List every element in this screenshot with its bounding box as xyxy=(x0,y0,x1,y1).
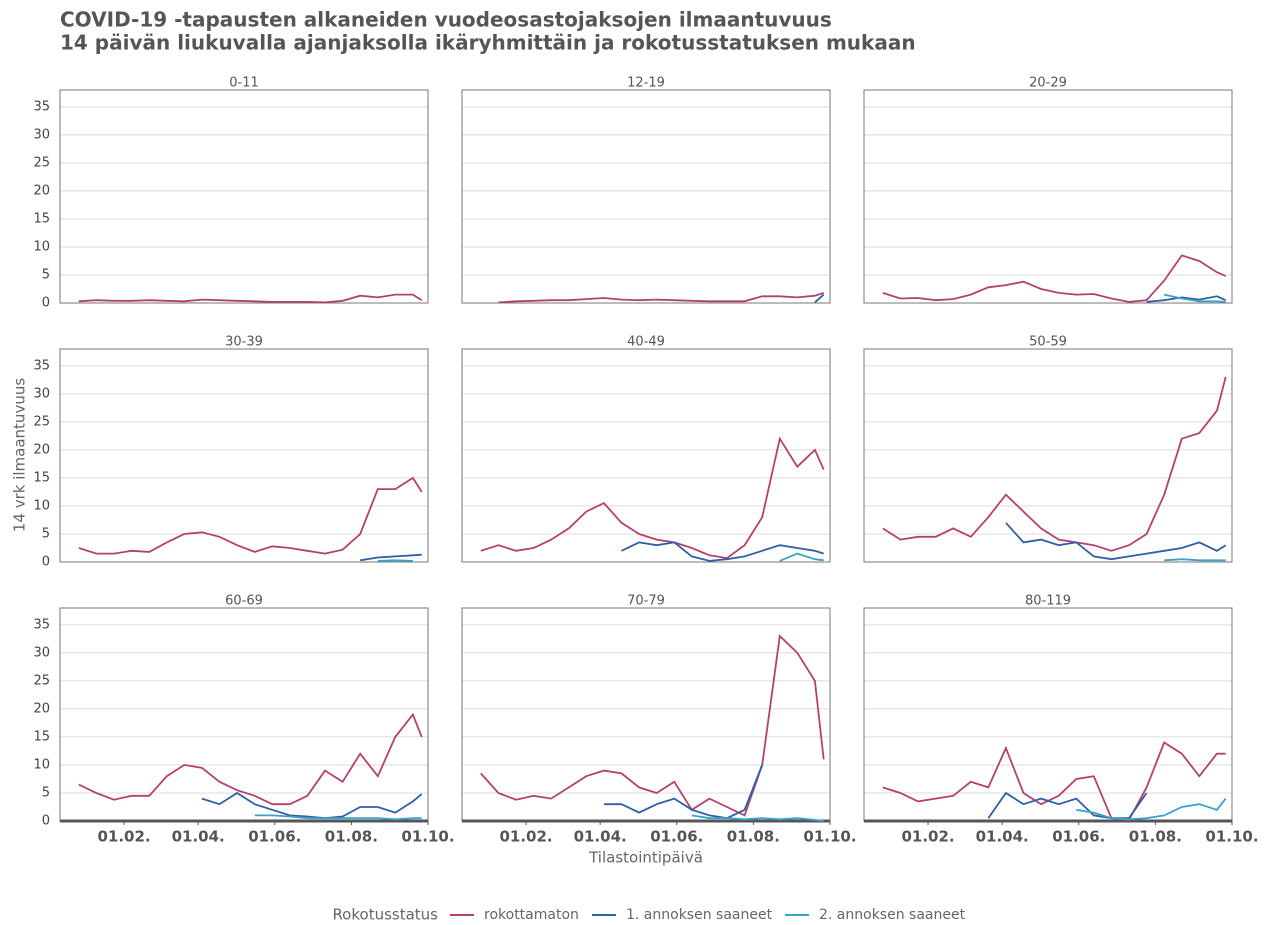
y-tick-label: 20 xyxy=(33,701,50,716)
series-line xyxy=(480,436,825,560)
series-line xyxy=(621,541,824,562)
legend-label: rokottamaton xyxy=(484,907,579,923)
x-tick-label: 01.08. xyxy=(727,828,780,846)
series-line xyxy=(254,814,422,821)
series-line xyxy=(360,553,422,562)
series-line xyxy=(814,293,825,304)
panel-border xyxy=(863,607,1233,822)
y-tick-label: 25 xyxy=(33,673,50,688)
x-tick-label: 01.02. xyxy=(499,828,552,846)
y-tick-label: 5 xyxy=(42,526,50,541)
legend-title: Rokotusstatus xyxy=(332,906,438,924)
legend-label: 1. annoksen saaneet xyxy=(626,907,773,923)
panel-border xyxy=(59,89,429,304)
y-tick-label: 0 xyxy=(42,814,50,829)
y-tick-label: 25 xyxy=(33,155,50,170)
series-line xyxy=(1076,798,1227,821)
series-line xyxy=(498,292,824,304)
panel-border xyxy=(461,89,831,304)
series-line xyxy=(480,634,825,817)
series-line xyxy=(1005,522,1227,561)
x-tick-label: 01.08. xyxy=(325,828,378,846)
facet-title: 30-39 xyxy=(225,335,263,350)
series-line xyxy=(1164,293,1226,303)
series-line xyxy=(882,254,1227,303)
y-tick-label: 15 xyxy=(33,211,50,226)
series-line xyxy=(78,476,423,555)
x-tick-label: 01.04. xyxy=(976,828,1029,846)
x-tick-label: 01.08. xyxy=(1129,828,1182,846)
facet-title: 20-29 xyxy=(1029,76,1067,91)
y-tick-label: 10 xyxy=(33,239,50,254)
facet-title: 40-49 xyxy=(627,335,665,350)
series-line xyxy=(691,814,824,822)
legend-label: 2. annoksen saaneet xyxy=(819,907,966,923)
y-tick-label: 20 xyxy=(33,442,50,457)
x-tick-label: 01.02. xyxy=(901,828,954,846)
facet-title: 12-19 xyxy=(627,76,665,91)
series-line xyxy=(1146,295,1227,303)
y-tick-label: 20 xyxy=(33,183,50,198)
series-line xyxy=(78,293,423,304)
panel-border xyxy=(461,348,831,563)
series-line xyxy=(78,712,423,806)
y-tick-label: 10 xyxy=(33,498,50,513)
facet-title: 60-69 xyxy=(225,594,263,609)
y-tick-label: 0 xyxy=(42,555,50,570)
x-tick-label: 01.10. xyxy=(401,828,454,846)
facet-title: 70-79 xyxy=(627,594,665,609)
series-line xyxy=(987,791,1148,820)
series-line xyxy=(603,764,764,820)
x-tick-label: 01.06. xyxy=(248,828,301,846)
y-tick-label: 30 xyxy=(33,386,50,401)
y-tick-label: 35 xyxy=(33,99,50,114)
series-line xyxy=(201,791,423,820)
facet-title: 80-119 xyxy=(1025,594,1071,609)
panel-border xyxy=(59,607,429,822)
y-tick-label: 15 xyxy=(33,729,50,744)
y-tick-label: 0 xyxy=(42,296,50,311)
y-tick-label: 5 xyxy=(42,267,50,282)
series-line xyxy=(882,741,1226,821)
y-tick-label: 25 xyxy=(33,414,50,429)
series-line xyxy=(377,559,413,562)
x-tick-label: 01.04. xyxy=(574,828,627,846)
panel-border xyxy=(59,348,429,563)
panel-border xyxy=(863,348,1233,563)
x-tick-label: 01.10. xyxy=(803,828,856,846)
chart-title: COVID-19 -tapausten alkaneiden vuodeosas… xyxy=(60,8,832,32)
facet-title: 50-59 xyxy=(1029,335,1067,350)
y-tick-label: 30 xyxy=(33,127,50,142)
x-tick-label: 01.06. xyxy=(650,828,703,846)
y-tick-label: 10 xyxy=(33,757,50,772)
y-tick-label: 35 xyxy=(33,358,50,373)
x-tick-label: 01.02. xyxy=(97,828,150,846)
panel-border xyxy=(863,89,1233,304)
series-line xyxy=(882,376,1227,552)
x-tick-label: 01.10. xyxy=(1205,828,1258,846)
x-axis-label: Tilastointipäivä xyxy=(588,849,703,867)
facet-title: 0-11 xyxy=(229,76,259,91)
y-axis-label: 14 vrk ilmaantuvuus xyxy=(11,378,29,532)
series-line xyxy=(779,552,824,562)
x-tick-label: 01.04. xyxy=(172,828,225,846)
y-tick-label: 35 xyxy=(33,617,50,632)
y-tick-label: 5 xyxy=(42,785,50,800)
series-line xyxy=(1164,558,1226,562)
y-tick-label: 30 xyxy=(33,645,50,660)
chart-subtitle: 14 päivän liukuvalla ajanjaksolla ikäryh… xyxy=(60,31,916,55)
x-tick-label: 01.06. xyxy=(1052,828,1105,846)
y-tick-label: 15 xyxy=(33,470,50,485)
